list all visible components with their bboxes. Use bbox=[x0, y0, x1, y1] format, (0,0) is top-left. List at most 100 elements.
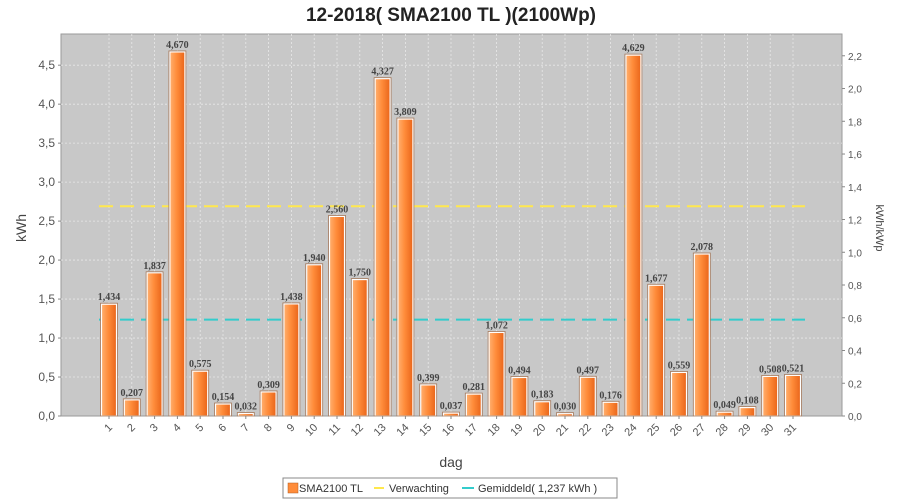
bar bbox=[169, 51, 186, 417]
bar bbox=[693, 253, 710, 417]
bar bbox=[214, 403, 232, 417]
y-right-tick-label: 0,6 bbox=[848, 314, 862, 325]
data-label: 1,677 bbox=[645, 273, 668, 284]
bar bbox=[625, 54, 642, 417]
bar bbox=[260, 391, 277, 417]
legend-label-expected: Verwachting bbox=[389, 483, 449, 495]
x-tick-label: 26 bbox=[668, 422, 685, 439]
data-label: 4,670 bbox=[166, 40, 189, 51]
x-tick-label: 27 bbox=[691, 422, 708, 439]
x-tick-label: 13 bbox=[372, 422, 389, 439]
y-axis-ticks: 0,0 0,5 1,0 1,5 2,0 2,5 3,0 3,5 4,0 4,5 bbox=[38, 58, 61, 423]
y-right-tick-label: 1,0 bbox=[848, 248, 862, 259]
bar bbox=[579, 376, 596, 417]
x-tick-label: 8 bbox=[262, 422, 275, 435]
bar bbox=[648, 284, 665, 417]
y-right-tick-label: 0,8 bbox=[848, 281, 862, 292]
data-label: 4,327 bbox=[371, 67, 394, 78]
y-tick-label: 1,0 bbox=[38, 331, 55, 345]
x-tick-label: 9 bbox=[285, 422, 298, 435]
x-tick-label: 21 bbox=[554, 422, 571, 439]
x-tick-label: 22 bbox=[577, 422, 594, 439]
x-tick-label: 11 bbox=[327, 422, 344, 439]
data-label: 0,207 bbox=[121, 388, 144, 399]
data-label: 3,809 bbox=[394, 107, 417, 118]
y-right-tick-label: 1,2 bbox=[848, 216, 862, 227]
x-tick-label: 7 bbox=[239, 422, 252, 435]
bar bbox=[192, 370, 209, 417]
data-label: 0,176 bbox=[599, 390, 622, 401]
data-label: 4,629 bbox=[622, 43, 645, 54]
y-tick-label: 4,5 bbox=[38, 58, 55, 72]
data-label: 0,154 bbox=[212, 392, 235, 403]
x-tick-label: 16 bbox=[440, 422, 457, 439]
data-label: 0,497 bbox=[577, 365, 600, 376]
bar bbox=[511, 376, 528, 417]
bar bbox=[465, 393, 482, 417]
x-tick-label: 29 bbox=[736, 422, 753, 439]
legend-label-bars: SMA2100 TL bbox=[299, 483, 363, 495]
bar bbox=[283, 303, 300, 417]
data-label: 0,049 bbox=[713, 400, 736, 411]
x-tick-label: 3 bbox=[148, 422, 161, 435]
data-label: 2,078 bbox=[691, 242, 714, 253]
bar bbox=[351, 278, 368, 417]
bar bbox=[146, 272, 163, 417]
x-tick-label: 30 bbox=[759, 422, 776, 439]
data-label: 1,837 bbox=[143, 261, 166, 272]
chart-title: 12-2018( SMA2100 TL )(2100Wp) bbox=[306, 5, 596, 26]
y-right-tick-label: 1,8 bbox=[848, 117, 862, 128]
bar bbox=[670, 371, 688, 417]
bar bbox=[100, 303, 118, 417]
y-right-tick-label: 0,2 bbox=[848, 379, 862, 390]
data-label: 0,508 bbox=[759, 364, 782, 375]
x-tick-label: 6 bbox=[216, 422, 229, 435]
bar bbox=[488, 331, 505, 417]
y-right-axis-ticks: 0,0 0,2 0,4 0,6 0,8 1,0 1,2 1,4 1,6 1,8 2,0 2,2 bbox=[842, 52, 862, 423]
x-tick-label: 31 bbox=[782, 422, 799, 439]
y-right-tick-label: 2,2 bbox=[848, 52, 862, 63]
data-label: 0,037 bbox=[440, 401, 463, 412]
y-axis-label: kWh bbox=[13, 214, 29, 242]
y-tick-label: 2,5 bbox=[38, 214, 55, 228]
x-tick-label: 20 bbox=[531, 422, 548, 439]
x-tick-label: 10 bbox=[303, 422, 320, 439]
y-tick-label: 0,0 bbox=[38, 409, 55, 423]
y-right-tick-label: 1,6 bbox=[848, 150, 862, 161]
bar bbox=[442, 412, 460, 417]
bar bbox=[534, 401, 551, 417]
x-tick-label: 28 bbox=[714, 422, 731, 439]
data-label: 2,560 bbox=[326, 204, 349, 215]
data-label: 1,940 bbox=[303, 253, 326, 264]
x-tick-label: 19 bbox=[508, 422, 525, 439]
plot-area bbox=[60, 33, 843, 417]
data-label: 0,494 bbox=[508, 365, 531, 376]
bar bbox=[762, 375, 779, 417]
bar bbox=[374, 78, 391, 417]
legend-swatch-bars bbox=[287, 482, 299, 494]
data-label: 1,750 bbox=[349, 268, 372, 279]
data-label: 0,183 bbox=[531, 390, 554, 401]
x-tick-label: 25 bbox=[645, 422, 662, 439]
y-right-tick-label: 0,0 bbox=[848, 412, 862, 423]
y-right-tick-label: 0,4 bbox=[848, 347, 862, 358]
y-right-axis-label: kWh/kWp bbox=[873, 204, 885, 251]
x-tick-label: 2 bbox=[125, 422, 138, 435]
bar bbox=[123, 399, 140, 417]
data-label: 0,399 bbox=[417, 373, 440, 384]
x-tick-label: 4 bbox=[171, 422, 184, 435]
data-label: 0,309 bbox=[257, 380, 280, 391]
bar bbox=[739, 406, 756, 417]
y-tick-label: 4,0 bbox=[38, 97, 55, 111]
reference-lines bbox=[99, 205, 805, 321]
y-tick-label: 0,5 bbox=[38, 370, 55, 384]
x-tick-label: 23 bbox=[600, 422, 617, 439]
bar bbox=[420, 384, 437, 417]
data-label: 1,072 bbox=[485, 320, 508, 331]
data-label: 0,575 bbox=[189, 359, 212, 370]
x-tick-label: 15 bbox=[417, 422, 434, 439]
legend: SMA2100 TL Verwachting Gemiddeld( 1,237 … bbox=[282, 477, 618, 499]
data-label: 1,438 bbox=[280, 292, 303, 303]
